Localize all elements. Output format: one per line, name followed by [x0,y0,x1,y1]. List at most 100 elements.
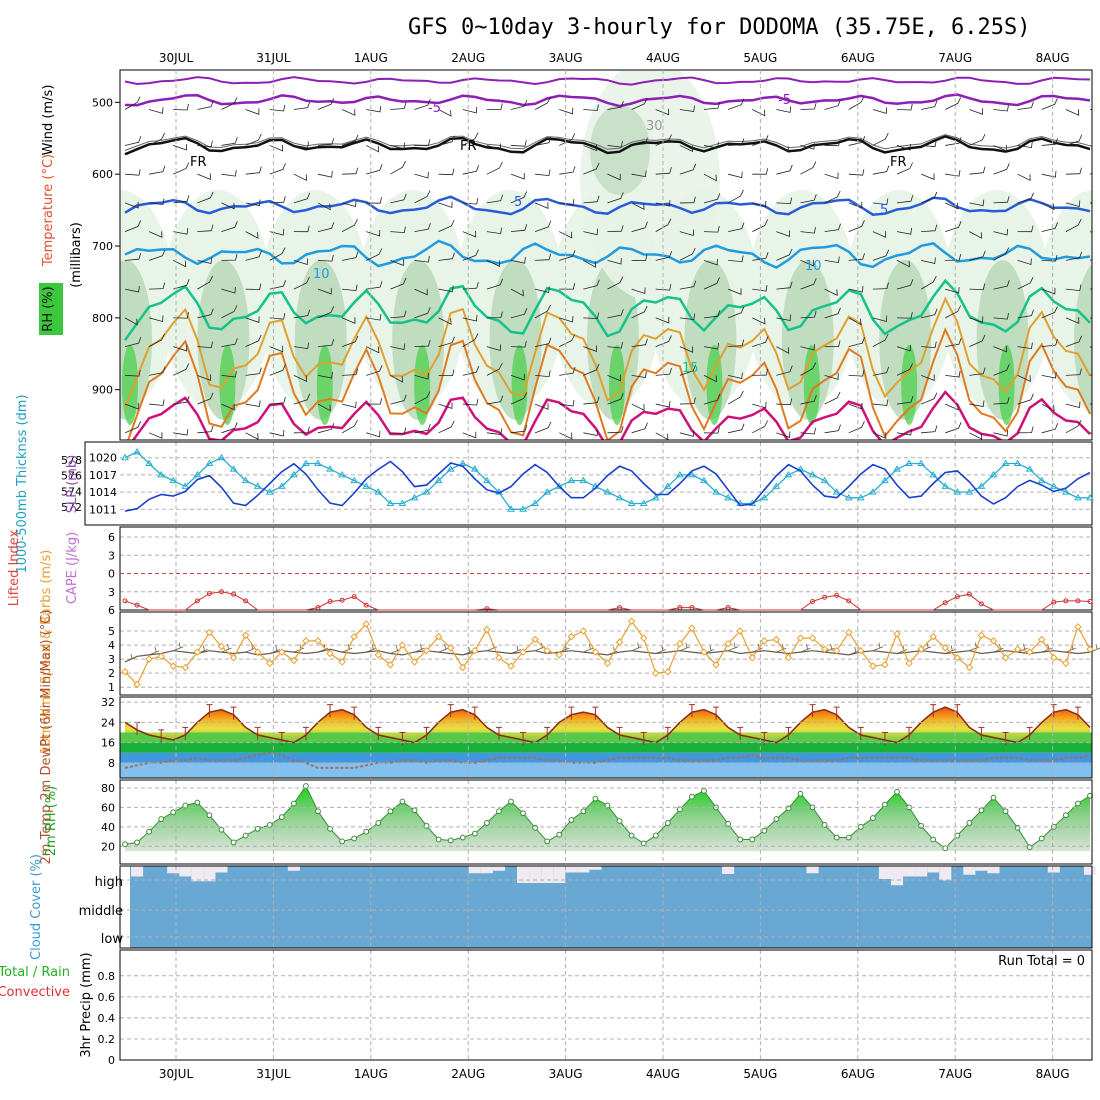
wind-barb [920,191,938,204]
wind-barb [414,288,428,296]
wind-barb [438,135,455,146]
wind-barb [269,345,284,353]
tick-label: 0 [108,1054,115,1067]
wind-barb [631,305,648,319]
high-cloud-gap [517,866,530,883]
wind-barb [607,141,623,148]
wind-barb [752,219,769,233]
wind-barb [1017,101,1034,110]
rh-point [664,820,671,826]
temp-minmax-bar [302,726,309,741]
wind-barb [583,345,597,352]
wind-speed-point [1038,635,1046,644]
wind-barb [124,136,142,146]
rh-point [737,836,744,843]
rh-point [640,840,647,847]
wind-barb [414,99,431,110]
tick-label: 1020 [89,452,117,465]
wind-barb [631,202,645,210]
wind-barb [559,366,576,376]
wind-speed-point [495,654,503,662]
wind-barb [776,106,792,113]
wind-barb [703,374,717,383]
rh-point [1014,824,1021,831]
wind-barb [124,421,142,434]
wind-barb [776,346,790,354]
contour-label-freezing: FR [190,155,207,170]
wind-barb [1065,335,1082,347]
stability-panel: 6 3 0 3 6 [108,526,1093,617]
wind-speed-point [314,637,322,645]
wind-barb [486,428,503,435]
high-cloud-gap [1047,866,1060,873]
wind-speed-point [459,663,467,672]
panel-frame [119,949,1093,1061]
wind-barb [486,161,503,175]
wind-speed-point [700,648,708,656]
temperature-panel: 8 16 24 32 [101,696,1093,779]
wind-barb [148,432,163,439]
wind-barb [124,201,139,209]
wind-barb [921,140,937,148]
rh-point [315,808,321,815]
isotherm-freezing [124,135,1091,156]
high-cloud-gap [963,866,976,875]
wind-barb [341,419,358,434]
wind-barb [800,194,817,204]
tick-label: 1011 [89,503,117,516]
slp-point [989,470,998,478]
tick-label: 20 [101,840,115,853]
cloud-level-high: high [95,875,123,890]
wind-speed-point [471,646,479,655]
panel-frame [84,441,1093,526]
wind-barb [896,260,910,268]
slp-point [844,493,853,501]
wind-barb [293,141,309,149]
wind-barb [1065,401,1081,409]
wind-barb [1065,109,1080,116]
wind-barb [414,256,430,263]
tick-label: 40 [101,821,115,834]
wind-barb [631,170,647,178]
ylabel-wind: Wind (m/s) [41,85,56,156]
slp-point [724,493,733,501]
wind-speed-point [1074,623,1082,631]
wind-barb [848,96,865,110]
wind-barb [559,399,575,407]
temp-band [120,752,1092,763]
wind-barb [438,201,453,209]
temp-line [124,706,1091,744]
wind-barb [703,226,720,233]
wind-barb [462,314,478,322]
wind-barb [969,367,986,376]
slp-point [169,476,178,484]
slp-point [410,493,419,501]
wind-barb [1017,342,1033,350]
wind-barb [631,221,648,233]
tick-label: 0 [108,568,115,581]
wind-barb [269,396,286,405]
wind-barb [607,192,624,204]
wind-barb [245,644,256,653]
wind-barb [679,346,694,353]
slp-point [386,499,395,507]
rh-point [701,787,707,794]
wind-barb [607,100,624,110]
wind-barb [872,165,890,175]
wind-barb [703,173,717,182]
rh-point [978,807,985,814]
panel-frame [119,611,1093,696]
rh-point [616,818,623,824]
li-point [617,605,623,611]
wind-barb [583,144,597,152]
rh-point [363,828,370,835]
high-cloud-gap [529,866,542,883]
wind-speed-point [615,638,624,646]
wind-barb [728,339,745,348]
wind-barb [1017,426,1034,434]
wind-barb [124,653,136,663]
wind-barb [173,642,184,652]
li-point [122,598,128,604]
li-point [231,591,237,597]
wind-barb [535,370,551,378]
